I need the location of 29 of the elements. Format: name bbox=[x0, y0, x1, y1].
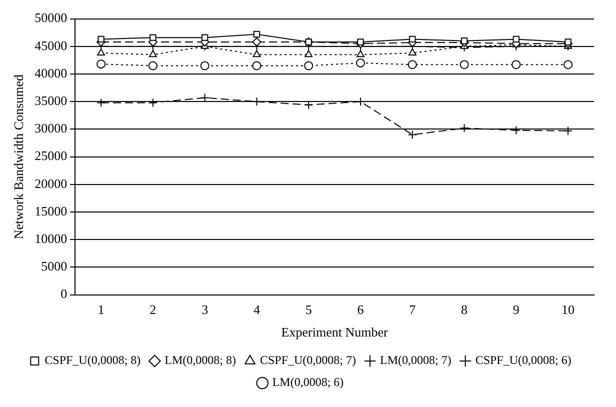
x-tick-label: 1 bbox=[98, 302, 104, 318]
y-axis-title: Network Bandwidth Consumed bbox=[11, 74, 26, 240]
y-tick-label: 5000 bbox=[41, 258, 68, 274]
legend-label: LM(0,0008; 6) bbox=[272, 375, 344, 390]
x-tick-label: 10 bbox=[562, 302, 575, 318]
y-tick-label: 15000 bbox=[34, 203, 68, 218]
legend-label: LM(0,0008; 7) bbox=[380, 353, 452, 368]
legend-label: CSPF_U(0,0008; 6) bbox=[475, 353, 572, 368]
y-tick-label: 40000 bbox=[34, 65, 68, 80]
legend-label: LM(0,0008; 8) bbox=[164, 353, 236, 368]
y-tick-label: 50000 bbox=[34, 10, 68, 26]
y-tick-label: 20000 bbox=[34, 176, 68, 191]
y-tick-label: 30000 bbox=[34, 120, 68, 136]
y-tick-label: 45000 bbox=[34, 38, 68, 53]
y-tick-label: 25000 bbox=[34, 148, 68, 164]
x-axis-title: Experiment Number bbox=[281, 324, 388, 340]
legend-label: CSPF_U(0,0008; 7) bbox=[260, 353, 356, 368]
y-tick-label: 10000 bbox=[34, 231, 68, 246]
x-tick-label: 6 bbox=[357, 302, 364, 318]
y-tick-label: 35000 bbox=[34, 93, 68, 108]
legend-label: CSPF_U(0,0008; 8) bbox=[44, 353, 141, 368]
x-tick-label: 7 bbox=[409, 302, 416, 318]
x-tick-label: 2 bbox=[150, 302, 156, 318]
x-tick-label: 5 bbox=[305, 302, 312, 318]
y-tick-label: 0 bbox=[60, 286, 68, 302]
x-tick-label: 4 bbox=[253, 302, 260, 318]
x-tick-label: 3 bbox=[202, 302, 208, 318]
x-tick-label: 9 bbox=[512, 302, 520, 318]
x-tick-label: 8 bbox=[461, 302, 468, 318]
